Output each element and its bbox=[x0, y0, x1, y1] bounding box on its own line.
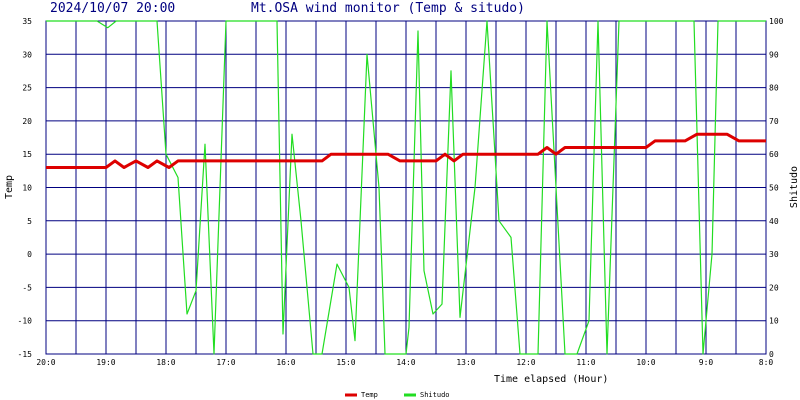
x-tick-label: 11:0 bbox=[576, 358, 595, 367]
x-tick-label: 19:0 bbox=[96, 358, 115, 367]
y-tick-right-label: 10 bbox=[769, 317, 779, 326]
y-tick-left-label: 5 bbox=[27, 217, 32, 226]
y-tick-right-label: 90 bbox=[769, 50, 779, 59]
y-tick-left-label: 0 bbox=[27, 250, 32, 259]
legend: Temp Shitudo bbox=[345, 391, 450, 399]
x-tick-label: 20:0 bbox=[36, 358, 55, 367]
vertical-gridlines bbox=[75, 21, 737, 354]
y-tick-left-label: 10 bbox=[22, 184, 32, 193]
y-tick-right-label: 50 bbox=[769, 184, 779, 193]
legend-temp-label: Temp bbox=[361, 391, 378, 399]
chart-timestamp: 2024/10/07 20:00 bbox=[50, 1, 175, 16]
x-tick-label: 10:0 bbox=[636, 358, 655, 367]
chart-title: Mt.OSA wind monitor (Temp & situdo) bbox=[251, 1, 525, 16]
y-tick-right-label: 40 bbox=[769, 217, 779, 226]
x-tick-label: 18:0 bbox=[156, 358, 175, 367]
series-line-temp bbox=[46, 132, 766, 169]
y-tick-left-label: -15 bbox=[18, 350, 33, 359]
y-tick-right-label: 20 bbox=[769, 283, 779, 292]
series-line-shitudo bbox=[46, 20, 766, 355]
x-tick-label: 12:0 bbox=[516, 358, 535, 367]
y-tick-left-label: -10 bbox=[18, 317, 33, 326]
y-tick-left-label: 35 bbox=[22, 17, 32, 26]
series-layer bbox=[46, 20, 766, 355]
y-tick-left-label: 15 bbox=[22, 150, 32, 159]
y-tick-right-label: 80 bbox=[769, 84, 779, 93]
x-tick-label: 13:0 bbox=[456, 358, 475, 367]
y-axis-left-label: Temp bbox=[4, 175, 15, 199]
y-tick-left-label: 25 bbox=[22, 84, 32, 93]
x-tick-label: 8:0 bbox=[759, 358, 774, 367]
x-tick-label: 14:0 bbox=[396, 358, 415, 367]
y-tick-right-label: 0 bbox=[769, 350, 774, 359]
x-axis-label: Time elapsed (Hour) bbox=[494, 374, 608, 385]
y-tick-right-label: 60 bbox=[769, 150, 779, 159]
y-tick-right-label: 70 bbox=[769, 117, 779, 126]
y-tick-right-label: 100 bbox=[769, 17, 784, 26]
y-tick-left-label: -5 bbox=[22, 283, 32, 292]
legend-shitudo-label: Shitudo bbox=[420, 391, 450, 399]
y-tick-left-label: 30 bbox=[22, 50, 32, 59]
y-axis-right-label: Shitudo bbox=[789, 166, 800, 208]
x-tick-label: 17:0 bbox=[216, 358, 235, 367]
x-tick-label: 15:0 bbox=[336, 358, 355, 367]
x-tick-label: 16:0 bbox=[276, 358, 295, 367]
y-tick-left-label: 20 bbox=[22, 117, 32, 126]
x-axis-ticks: 20:0 19:0 18:0 17:0 16:0 15:0 14:0 13:0 12:0 11:0… bbox=[36, 358, 773, 367]
y-axis-left-ticks: 35 30 25 20 15 10 5 0 -5 -10 -15 bbox=[18, 17, 33, 359]
x-tick-label: 9:0 bbox=[699, 358, 714, 367]
y-tick-right-label: 30 bbox=[769, 250, 779, 259]
